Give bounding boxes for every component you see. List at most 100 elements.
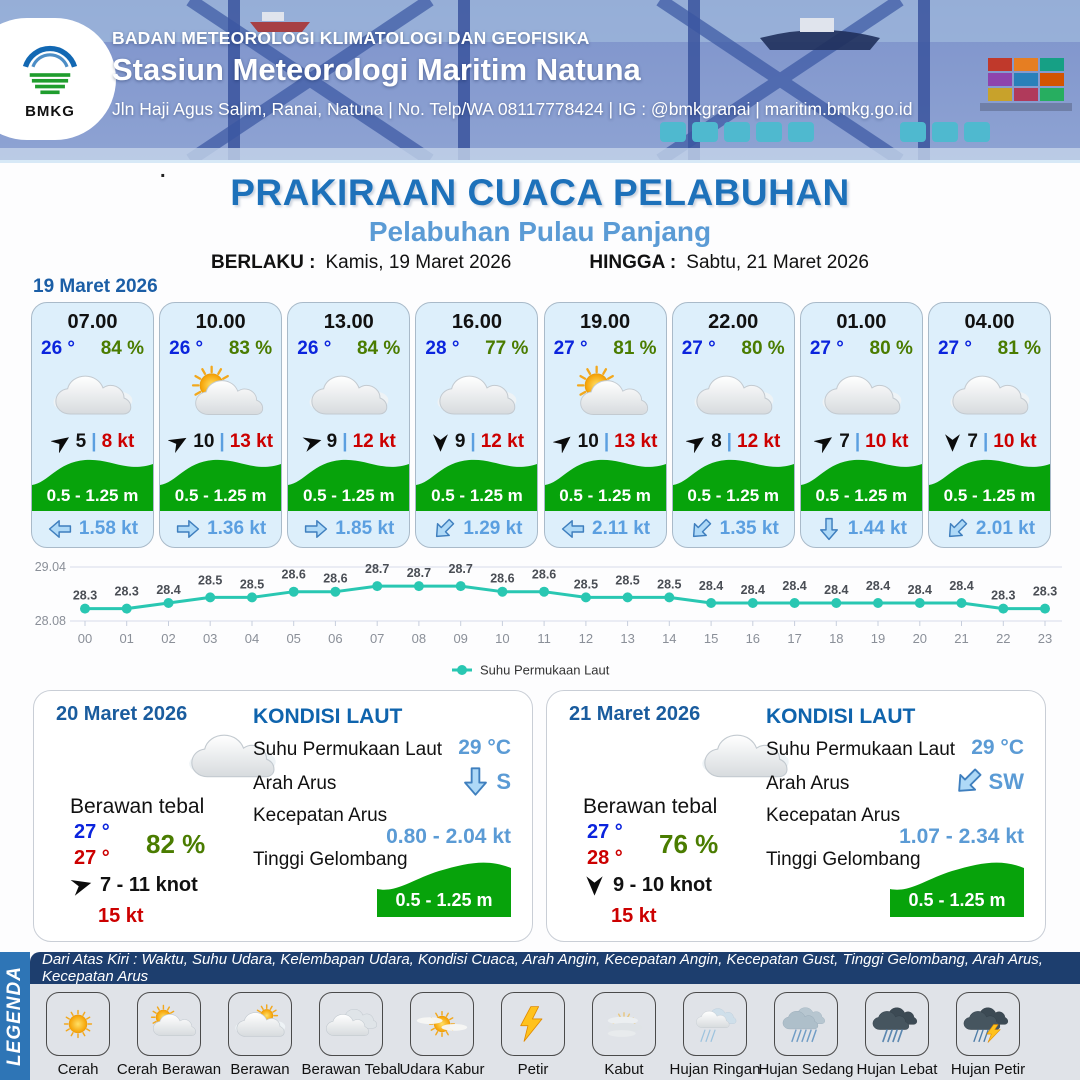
air-temperature: 27 ° bbox=[553, 338, 588, 359]
wave-height-band: 0.5 - 1.25 m bbox=[672, 453, 794, 511]
svg-text:09: 09 bbox=[453, 631, 467, 646]
current-direction: SW bbox=[988, 768, 1024, 794]
svg-text:20: 20 bbox=[913, 631, 927, 646]
svg-text:19: 19 bbox=[871, 631, 885, 646]
legend-section: LEGENDA Dari Atas Kiri : Waktu, Suhu Uda… bbox=[0, 951, 1080, 1080]
forecast-time: 22.00 bbox=[708, 311, 759, 333]
svg-text:03: 03 bbox=[203, 631, 217, 646]
wave-height-band: 0.5 - 1.25 m bbox=[288, 453, 410, 511]
wind-direction-icon bbox=[430, 432, 451, 453]
forecast-time: 16.00 bbox=[451, 311, 502, 333]
legend-label: Hujan Petir bbox=[950, 1061, 1026, 1078]
legend-item-lightning-icon bbox=[501, 992, 565, 1056]
sst-value: 29 °C bbox=[971, 736, 1024, 759]
svg-text:28.4: 28.4 bbox=[156, 583, 180, 597]
wave-height-band: 0.5 - 1.25 m bbox=[160, 453, 282, 511]
separator: | bbox=[854, 431, 861, 452]
wind-direction-icon bbox=[552, 432, 574, 454]
current-speed: 1.29 kt bbox=[463, 518, 523, 539]
legend-label: Berawan Tebal bbox=[301, 1061, 401, 1078]
wind-speed: 10 bbox=[577, 431, 599, 452]
forecast-card: 22.00 27 ° 80 % 8 | 12 kt 0.5 - 1.25 m 1… bbox=[671, 302, 795, 548]
wind-speed: 9 bbox=[326, 431, 338, 452]
sea-conditions-heading: KONDISI LAUT bbox=[253, 705, 403, 728]
separator: | bbox=[726, 431, 732, 452]
svg-text:28.4: 28.4 bbox=[782, 579, 806, 593]
sea-conditions-heading: KONDISI LAUT bbox=[766, 705, 916, 728]
svg-text:11: 11 bbox=[537, 631, 551, 646]
wave-height: 0.5 - 1.25 m bbox=[431, 486, 523, 505]
svg-text:29.04: 29.04 bbox=[35, 560, 66, 574]
current-speed: 0.80 - 2.04 kt bbox=[386, 825, 511, 848]
weather-condition: Berawan tebal bbox=[70, 795, 205, 818]
air-temperature: 27 ° bbox=[681, 338, 716, 359]
current-speed-label: Kecepatan Arus bbox=[253, 805, 388, 826]
legend-sidebar: LEGENDA bbox=[0, 952, 30, 1080]
legend-label: Hujan Lebat bbox=[856, 1061, 938, 1078]
wave-shape bbox=[160, 459, 282, 511]
valid-from-label: BERLAKU : bbox=[210, 252, 316, 273]
wave-height-band: 0.5 - 1.25 m bbox=[928, 453, 1050, 511]
wave-shape bbox=[32, 459, 153, 511]
wind-row: 10 | 13 kt bbox=[160, 431, 281, 453]
forecast-time: 13.00 bbox=[323, 311, 374, 333]
legend-caption: Dari Atas Kiri : Waktu, Suhu Udara, Kele… bbox=[30, 951, 1080, 985]
wind-speed: 9 bbox=[454, 431, 466, 452]
daily-date: 21 Maret 2026 bbox=[569, 703, 701, 725]
weather-condition: Berawan tebal bbox=[583, 795, 718, 818]
current-speed: 2.11 kt bbox=[592, 518, 651, 539]
svg-text:28.5: 28.5 bbox=[574, 577, 598, 591]
svg-text:00: 00 bbox=[78, 631, 92, 646]
weather-icon bbox=[558, 365, 653, 427]
temperature-min: 27 ° bbox=[587, 821, 623, 843]
wave-height: 0.5 - 1.25 m bbox=[395, 890, 493, 910]
wave-shape bbox=[377, 862, 511, 917]
current-direction: S bbox=[496, 768, 511, 794]
svg-text:06: 06 bbox=[328, 631, 342, 646]
agency-name: BADAN METEOROLOGI KLIMATOLOGI DAN GEOFIS… bbox=[112, 28, 590, 48]
current-row: 1.35 kt bbox=[673, 511, 794, 547]
daily-forecast-card: 20 Maret 2026 Berawan tebal 27 ° 27 ° 82… bbox=[33, 690, 533, 942]
svg-text:28.7: 28.7 bbox=[449, 562, 473, 576]
svg-text:28.4: 28.4 bbox=[949, 579, 973, 593]
svg-text:28.7: 28.7 bbox=[407, 566, 431, 580]
sst-value: 29 °C bbox=[458, 736, 511, 759]
valid-to-date: Sabtu, 21 Maret 2026 bbox=[686, 252, 870, 273]
wave-height: 0.5 - 1.25 m bbox=[943, 486, 1036, 505]
wind-speed: 7 bbox=[967, 431, 978, 452]
wave-shape bbox=[544, 459, 666, 511]
svg-text:28.6: 28.6 bbox=[323, 572, 347, 586]
wave-shape bbox=[800, 459, 922, 511]
humidity: 84 % bbox=[356, 338, 401, 359]
svg-text:28.6: 28.6 bbox=[490, 572, 514, 586]
forecast-time: 07.00 bbox=[67, 311, 118, 333]
legend-item-rain-heavy-icon bbox=[865, 992, 929, 1056]
wave-height-band: 0.5 - 1.25 m bbox=[890, 855, 1024, 917]
svg-text:22: 22 bbox=[996, 631, 1010, 646]
legend-label: Udara Kabur bbox=[399, 1061, 485, 1078]
separator: | bbox=[342, 431, 348, 452]
current-row: 1.36 kt bbox=[160, 511, 281, 547]
svg-text:23: 23 bbox=[1038, 631, 1052, 646]
legend-items: Cerah Cerah Berawan Berawan Berawan Tebal Ud… bbox=[30, 984, 1080, 1080]
gust-speed: 8 kt bbox=[101, 431, 135, 452]
gust-speed: 12 kt bbox=[480, 431, 525, 452]
forecast-card: 13.00 26 ° 84 % 9 | 12 kt 0.5 - 1.25 m 1… bbox=[287, 302, 411, 548]
humidity: 76 % bbox=[659, 829, 719, 859]
wind-row: 9 - 10 knot bbox=[583, 874, 712, 897]
svg-text:14: 14 bbox=[662, 631, 676, 646]
wind-speed: 5 bbox=[75, 431, 87, 452]
bmkg-emblem-icon bbox=[20, 40, 80, 100]
wind-range: 7 - 11 knot bbox=[100, 874, 198, 896]
svg-text:28.4: 28.4 bbox=[908, 583, 932, 597]
legend-label: Kabut bbox=[604, 1061, 644, 1078]
wind-direction-icon bbox=[302, 432, 323, 453]
spacer bbox=[521, 252, 579, 274]
hourly-forecast-row: 07.00 26 ° 84 % 5 | 8 kt 0.5 - 1.25 m 1.… bbox=[31, 302, 1051, 548]
svg-text:21: 21 bbox=[954, 631, 968, 646]
svg-text:04: 04 bbox=[245, 631, 259, 646]
weather-icon bbox=[45, 365, 140, 427]
legend-label: Cerah bbox=[57, 1061, 99, 1078]
legend-item-rain-medium-icon bbox=[774, 992, 838, 1056]
